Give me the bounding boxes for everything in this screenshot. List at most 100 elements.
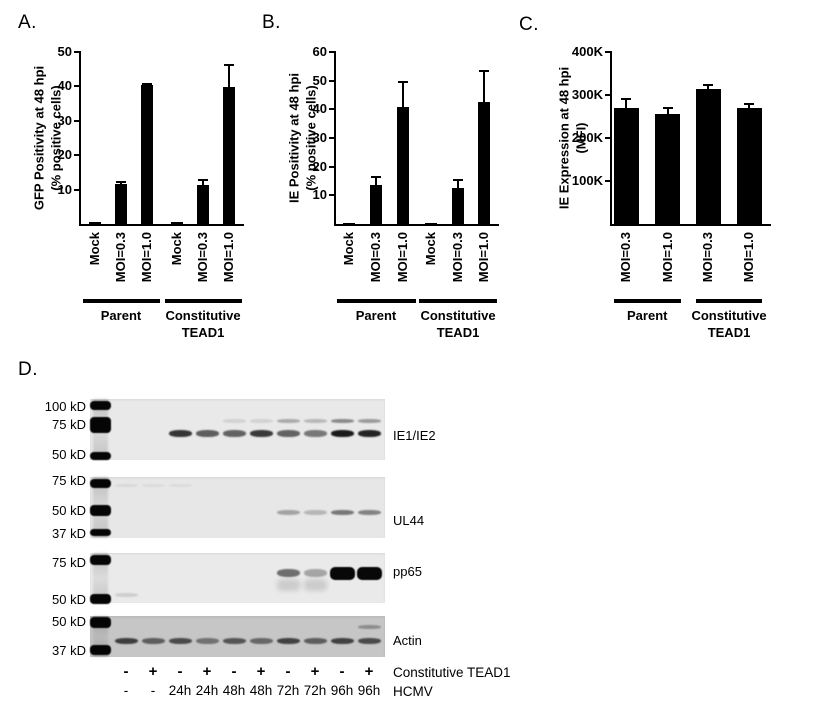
y-tick-B-20: [329, 165, 334, 168]
band-Actin-lane7-main: [276, 638, 300, 644]
blot-label-UL44: UL44: [393, 513, 425, 528]
band-Actin-lane10-upper: [357, 625, 381, 629]
group-label-A-2-line2: TEAD1: [181, 325, 225, 340]
band-IE1/IE2-lane8-main: [303, 430, 327, 437]
panel-b-label: B.: [262, 12, 281, 33]
ladder-lane-smear: [93, 553, 108, 603]
y-tick-B-60: [329, 51, 334, 53]
blot-membrane-UL44: [90, 477, 385, 538]
error-bar-stem-C-4: [748, 104, 750, 109]
group-underline-C-2: [696, 299, 762, 303]
group-label-A-2-line1: Constitutive: [165, 308, 241, 323]
bar-B-6: [478, 101, 490, 224]
group-label-B-2-line2: TEAD1: [436, 325, 480, 340]
band-IE1/IE2-lane7-upper: [276, 419, 300, 423]
band-pp65-lane1-dot: [114, 593, 138, 597]
blot-label-IE1/IE2: IE1/IE2: [393, 428, 436, 443]
marker-label-UL44-50 kD: 50 kD: [52, 503, 86, 518]
y-tick-B-50: [329, 79, 334, 82]
band-UL44-lane9-main: [330, 510, 354, 515]
band-IE1/IE2-lane8-upper: [303, 419, 327, 423]
condition-row2-lane9: 96h: [330, 683, 354, 698]
error-bar-cap-C-4: [744, 103, 754, 106]
bar-A-1: [88, 222, 101, 224]
error-bar-stem-B-2: [375, 176, 377, 186]
band-UL44-lane2-upper: [141, 484, 165, 487]
x-axis-line-B: [334, 224, 499, 226]
error-bar-cap-C-1: [621, 97, 631, 100]
band-IE1/IE2-lane9-main: [330, 430, 354, 437]
condition-row1-lane7: -: [285, 663, 291, 680]
band-IE1/IE2-lane4-main: [195, 430, 219, 437]
bar-B-4: [425, 222, 437, 224]
ladder-band-100 kD: [90, 401, 111, 410]
condition-row1-lane8: +: [310, 663, 320, 680]
band-Actin-lane3-main: [168, 638, 192, 644]
band-UL44-lane7-main: [276, 510, 300, 515]
bar-A-2: [114, 184, 127, 224]
band-pp65-lane8-smear: [303, 579, 327, 591]
band-Actin-lane2-main: [141, 638, 165, 644]
y-tick-label-B-50: 50: [312, 72, 327, 88]
marker-label-IE1/IE2-75 kD: 75 kD: [52, 417, 86, 432]
y-tick-label-C-300K: 300K: [571, 87, 603, 102]
error-bar-stem-A-5: [201, 179, 204, 187]
condition-row2-lane3: 24h: [168, 683, 192, 698]
band-Actin-lane10-main: [357, 638, 381, 644]
ladder-band-75 kD: [90, 417, 111, 433]
error-bar-stem-C-1: [625, 98, 627, 109]
band-IE1/IE2-lane7-main: [276, 430, 300, 437]
error-bar-stem-C-2: [666, 107, 669, 115]
ladder-band-37 kD: [90, 645, 111, 655]
y-tick-C-300K: [605, 94, 610, 96]
band-IE1/IE2-lane10-upper: [357, 419, 381, 423]
bar-B-3: [396, 107, 409, 224]
band-IE1/IE2-lane6-upper: [249, 419, 273, 423]
error-bar-cap-C-3: [703, 84, 713, 87]
y-tick-label-B-30: 30: [312, 130, 327, 145]
condition-row2-lane5: 48h: [222, 683, 246, 698]
band-pp65-lane8-main: [303, 569, 327, 577]
bar-A-3: [140, 85, 153, 224]
panel-d-label: D.: [18, 359, 38, 380]
band-IE1/IE2-lane5-upper: [222, 419, 246, 423]
bar-B-5: [451, 188, 464, 224]
band-Actin-lane1-main: [114, 638, 138, 644]
condition-row2-lane7: 72h: [276, 683, 300, 698]
condition-row2-lane4: 24h: [195, 683, 219, 698]
group-underline-B-1: [336, 299, 416, 303]
group-underline-A-1: [82, 299, 160, 303]
error-bar-cap-A-5: [197, 178, 208, 181]
ladder-band-50 kD: [90, 594, 111, 604]
y-tick-B-40: [329, 108, 334, 111]
error-bar-stem-A-3: [145, 83, 148, 87]
band-UL44-lane1-upper: [114, 484, 138, 487]
ladder-band-75 kD: [90, 555, 111, 565]
band-pp65-lane10-main: [356, 567, 382, 580]
y-tick-label-A-40: 40: [57, 78, 72, 94]
condition-row1-lane5: -: [231, 663, 237, 680]
group-label-C-1-line1: Parent: [627, 308, 668, 323]
band-Actin-lane8-main: [303, 638, 327, 644]
bar-C-4: [736, 107, 762, 224]
band-pp65-lane7-smear: [276, 579, 300, 591]
blot-label-Actin: Actin: [393, 633, 422, 648]
error-bar-stem-B-6: [483, 71, 485, 103]
condition-row-label-2: HCMV: [393, 684, 433, 699]
band-pp65-lane7-main: [276, 569, 300, 577]
y-tick-C-200K: [605, 137, 610, 139]
condition-row1-lane3: -: [177, 663, 183, 680]
band-Actin-lane4-main: [195, 638, 219, 644]
error-bar-stem-A-2: [119, 182, 122, 186]
band-IE1/IE2-lane10-main: [357, 430, 381, 437]
ladder-band-50 kD: [90, 452, 111, 460]
condition-row1-lane10: +: [364, 663, 374, 680]
y-tick-C-100K: [605, 180, 610, 182]
condition-row1-lane2: +: [148, 663, 158, 680]
group-label-B-1-line1: Parent: [355, 308, 397, 323]
ladder-band-50 kD: [90, 617, 111, 628]
group-label-C-2-line2: TEAD1: [707, 325, 751, 340]
